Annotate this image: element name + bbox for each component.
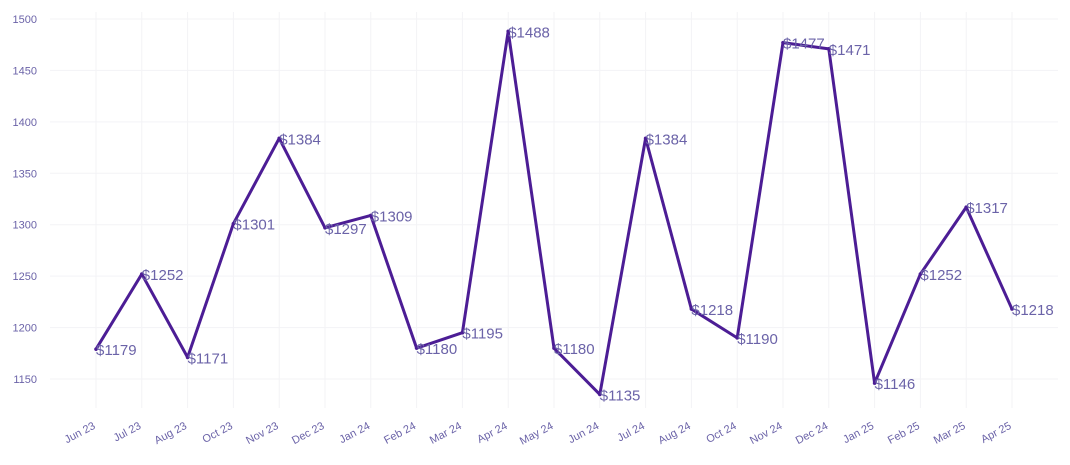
data-label: $1384 xyxy=(279,131,321,148)
x-tick-label: Jul 24 xyxy=(615,420,647,444)
y-tick-label: 1450 xyxy=(13,65,37,77)
data-label: $1218 xyxy=(1012,302,1054,319)
data-point xyxy=(781,40,785,45)
x-tick-label: Apr 24 xyxy=(475,420,509,446)
data-label: $1488 xyxy=(508,24,550,41)
data-point xyxy=(735,336,739,340)
x-tick-label: Dec 24 xyxy=(794,420,830,447)
data-label: $1179 xyxy=(96,342,137,359)
x-tick-label: Dec 23 xyxy=(290,420,326,447)
x-tick-label: Mar 24 xyxy=(428,420,464,447)
data-label: $1135 xyxy=(600,387,641,404)
data-point xyxy=(689,307,694,311)
data-label: $1146 xyxy=(875,376,916,393)
data-point xyxy=(369,213,373,218)
x-tick-label: Feb 25 xyxy=(886,420,922,447)
data-point xyxy=(918,272,923,276)
data-label: $1471 xyxy=(829,42,871,59)
data-point xyxy=(460,330,465,335)
x-tick-label: Oct 24 xyxy=(704,420,738,446)
data-point xyxy=(506,29,511,34)
data-point xyxy=(872,381,877,385)
data-label: $1180 xyxy=(554,341,595,358)
y-tick-label: 1150 xyxy=(13,374,37,386)
x-tick-label: May 24 xyxy=(518,420,555,448)
data-label: $1180 xyxy=(417,341,458,358)
data-label: $1171 xyxy=(188,350,229,367)
data-point xyxy=(964,205,968,210)
data-point xyxy=(552,346,556,350)
x-tick-label: Mar 25 xyxy=(932,420,968,447)
y-tick-label: 1200 xyxy=(13,323,37,335)
data-point xyxy=(323,226,327,230)
data-label: $1384 xyxy=(646,131,688,148)
series-group xyxy=(94,29,1014,397)
data-label: $1309 xyxy=(371,208,413,225)
y-axis: 1150 1200 1250 1300 1350 1400 1450 1500 xyxy=(13,14,37,386)
data-point xyxy=(414,346,419,350)
data-labels: $1179 $1252 $1171 $1301 $1384 $1297$1309 $1180… xyxy=(96,24,1054,404)
x-tick-label: Jul 23 xyxy=(112,420,144,444)
x-tick-label: Apr 25 xyxy=(979,420,1013,446)
data-point xyxy=(231,221,236,226)
x-tick-label: Jan 24 xyxy=(337,420,372,446)
data-label: $1195 xyxy=(462,326,503,343)
data-label: $1477 xyxy=(783,36,825,53)
data-point xyxy=(140,272,144,276)
data-point xyxy=(1010,307,1014,311)
x-tick-label: Aug 23 xyxy=(153,420,189,447)
x-tick-label: Jun 24 xyxy=(566,420,601,446)
data-point xyxy=(277,136,282,141)
data-point xyxy=(598,392,602,397)
y-tick-label: 1300 xyxy=(13,220,37,232)
data-point xyxy=(94,347,98,351)
x-axis: Jun 23 Jul 23 Aug 23 Oct 23 Nov 23 Dec 23 Jan … xyxy=(63,420,1014,448)
data-label: $1301 xyxy=(233,217,275,234)
data-label: $1190 xyxy=(737,331,778,348)
x-tick-label: Nov 24 xyxy=(748,420,784,447)
y-tick-label: 1250 xyxy=(13,271,37,283)
grid xyxy=(50,12,1058,408)
x-tick-label: Feb 24 xyxy=(382,420,418,447)
data-label: $1252 xyxy=(142,267,184,284)
data-label: $1317 xyxy=(966,200,1008,217)
x-tick-label: Nov 23 xyxy=(244,420,280,447)
y-tick-label: 1350 xyxy=(13,168,37,180)
data-label: $1252 xyxy=(920,267,962,284)
data-point xyxy=(643,136,648,141)
y-tick-label: 1400 xyxy=(13,117,37,129)
y-tick-label: 1500 xyxy=(13,14,37,26)
x-tick-label: Jan 25 xyxy=(841,420,876,446)
data-label: $1297 xyxy=(325,221,367,238)
x-tick-label: Aug 24 xyxy=(656,420,692,447)
x-tick-label: Jun 23 xyxy=(63,420,98,446)
data-label: $1218 xyxy=(691,302,733,319)
data-point xyxy=(185,355,190,360)
data-point xyxy=(827,47,831,51)
x-tick-label: Oct 23 xyxy=(201,420,235,446)
